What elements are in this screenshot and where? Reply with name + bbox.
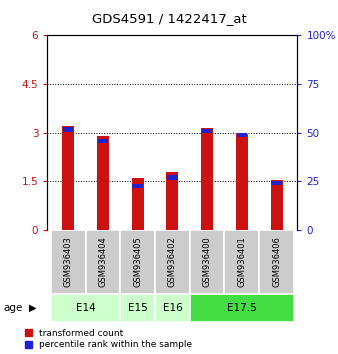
- Text: GSM936403: GSM936403: [64, 236, 73, 287]
- Bar: [155, 230, 190, 294]
- Text: GSM936400: GSM936400: [202, 236, 212, 287]
- Bar: [190, 230, 224, 294]
- Text: GDS4591 / 1422417_at: GDS4591 / 1422417_at: [92, 12, 246, 25]
- Bar: [236, 135, 248, 230]
- Bar: [132, 184, 143, 188]
- Text: E14: E14: [76, 303, 95, 313]
- Bar: [120, 230, 155, 294]
- Bar: [237, 133, 247, 137]
- Bar: [201, 128, 213, 230]
- Bar: [190, 294, 294, 322]
- Bar: [224, 230, 259, 294]
- Bar: [120, 294, 155, 322]
- Bar: [51, 294, 120, 322]
- Bar: [270, 180, 283, 230]
- Text: GSM936404: GSM936404: [98, 236, 107, 287]
- Bar: [63, 127, 73, 132]
- Bar: [131, 178, 144, 230]
- Text: GSM936401: GSM936401: [237, 236, 246, 287]
- Bar: [271, 181, 282, 185]
- Text: E17.5: E17.5: [227, 303, 257, 313]
- Bar: [86, 230, 120, 294]
- Text: GSM936405: GSM936405: [133, 236, 142, 287]
- Text: E15: E15: [128, 303, 147, 313]
- Bar: [259, 230, 294, 294]
- Legend: transformed count, percentile rank within the sample: transformed count, percentile rank withi…: [25, 329, 192, 349]
- Bar: [98, 139, 108, 143]
- Bar: [155, 294, 190, 322]
- Text: ▶: ▶: [29, 303, 36, 313]
- Bar: [166, 172, 178, 230]
- Bar: [62, 126, 74, 230]
- Bar: [97, 136, 109, 230]
- Bar: [202, 129, 212, 133]
- Text: E16: E16: [163, 303, 182, 313]
- Bar: [167, 176, 177, 179]
- Text: GSM936402: GSM936402: [168, 236, 177, 287]
- Text: GSM936406: GSM936406: [272, 236, 281, 287]
- Text: age: age: [3, 303, 23, 313]
- Bar: [51, 230, 86, 294]
